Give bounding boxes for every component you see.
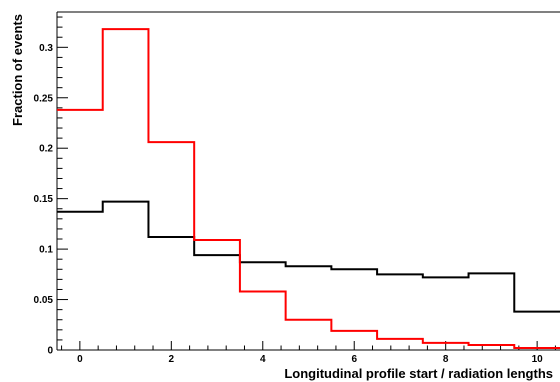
x-tick-label: 0 [77, 354, 83, 365]
y-tick-label: 0.1 [39, 245, 53, 256]
x-tick-label: 2 [169, 354, 175, 365]
y-tick-label: 0 [47, 346, 53, 357]
y-tick-label: 0.15 [34, 194, 54, 205]
x-axis-title: Longitudinal profile start / radiation l… [284, 366, 553, 381]
y-axis-title: Fraction of events [10, 14, 25, 126]
x-axis-ticks: 0 2 4 6 8 10 [61, 341, 556, 365]
x-tick-label: 4 [260, 354, 266, 365]
y-tick-label: 0.05 [34, 295, 54, 306]
x-tick-label: 10 [532, 354, 544, 365]
plot-frame [56, 11, 560, 351]
series-layer [57, 28, 560, 349]
y-tick-label: 0.25 [34, 93, 54, 104]
y-tick-label: 0.2 [39, 144, 53, 155]
x-tick-label: 6 [351, 354, 357, 365]
y-axis-ticks: 0 0.05 0.1 0.15 0.2 0.25 0.3 [34, 16, 68, 357]
series-1-step-line [57, 200, 560, 313]
series-2-step-line [57, 28, 560, 349]
x-tick-label: 8 [443, 354, 449, 365]
y-tick-label: 0.3 [39, 43, 53, 54]
